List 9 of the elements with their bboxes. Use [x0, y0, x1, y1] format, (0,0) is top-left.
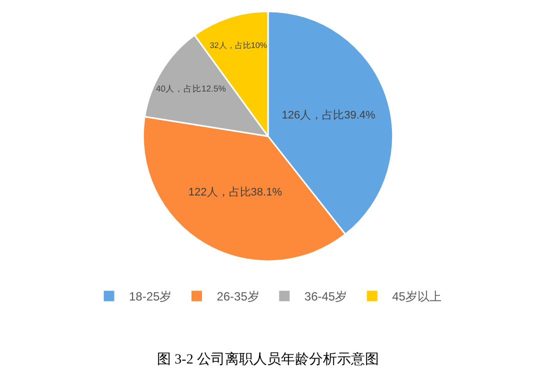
legend-label: 45岁以上: [392, 290, 442, 304]
text: 图 3-2 公司离职人员年龄分析示意图: [157, 352, 379, 368]
data-label: 126人，占比39.4%: [282, 108, 376, 122]
legend-label: 36-45岁: [304, 290, 348, 304]
data-label: 40人，占比12.5%: [156, 84, 226, 94]
legend-label: 18-25岁: [129, 290, 172, 304]
data-label: 32人，占比10%: [210, 41, 268, 50]
data-label: 122人，占比38.1%: [188, 185, 282, 198]
legend-label: 26-35岁: [216, 290, 260, 304]
